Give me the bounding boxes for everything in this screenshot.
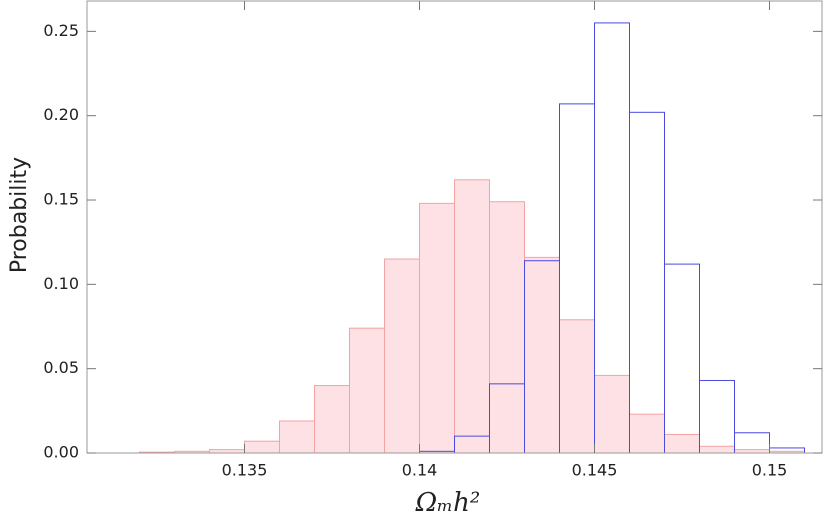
y-tick-label: 0.15 <box>43 190 79 209</box>
x-tick-label: 0.14 <box>402 461 438 480</box>
x-axis-label: Ωₘh² <box>415 488 481 518</box>
histogram-bar <box>699 379 735 454</box>
histogram-bar <box>489 201 525 454</box>
histogram-bar <box>699 445 735 454</box>
histogram-bar <box>244 440 280 454</box>
histogram-bar <box>419 202 455 454</box>
histogram-bar <box>664 433 700 454</box>
histogram-bar <box>629 413 665 454</box>
histogram-bar <box>594 374 630 454</box>
histogram-bar <box>524 256 560 454</box>
histogram-bar <box>349 327 385 454</box>
histogram-bar <box>314 385 350 454</box>
x-tick-label: 0.145 <box>572 461 618 480</box>
y-tick-label: 0.10 <box>43 274 79 293</box>
histogram-bar <box>629 111 665 454</box>
x-tick-label: 0.135 <box>222 461 268 480</box>
plot-frame <box>86 0 823 454</box>
histogram-bar <box>559 319 595 454</box>
histogram-bar <box>384 258 420 454</box>
histogram-bar <box>454 179 490 454</box>
histogram-bar <box>279 420 315 454</box>
y-tick-label: 0.00 <box>43 443 79 462</box>
histogram-bar <box>664 263 700 454</box>
y-tick-label: 0.05 <box>43 358 79 377</box>
histogram-bar <box>734 449 770 454</box>
histogram-bar <box>209 449 245 454</box>
plot-area <box>139 22 805 454</box>
y-axis-label: Probability <box>7 157 32 273</box>
x-tick-label: 0.15 <box>752 461 788 480</box>
y-tick-label: 0.25 <box>43 21 79 40</box>
y-tick-label: 0.20 <box>43 105 79 124</box>
